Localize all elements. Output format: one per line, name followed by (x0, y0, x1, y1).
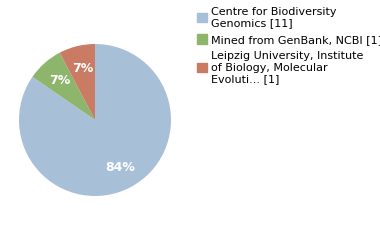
Wedge shape (32, 53, 95, 120)
Text: 7%: 7% (72, 62, 93, 75)
Wedge shape (19, 44, 171, 196)
Legend: Centre for Biodiversity
Genomics [11], Mined from GenBank, NCBI [1], Leipzig Uni: Centre for Biodiversity Genomics [11], M… (196, 6, 380, 85)
Wedge shape (60, 44, 95, 120)
Text: 84%: 84% (105, 161, 135, 174)
Text: 7%: 7% (49, 74, 70, 87)
